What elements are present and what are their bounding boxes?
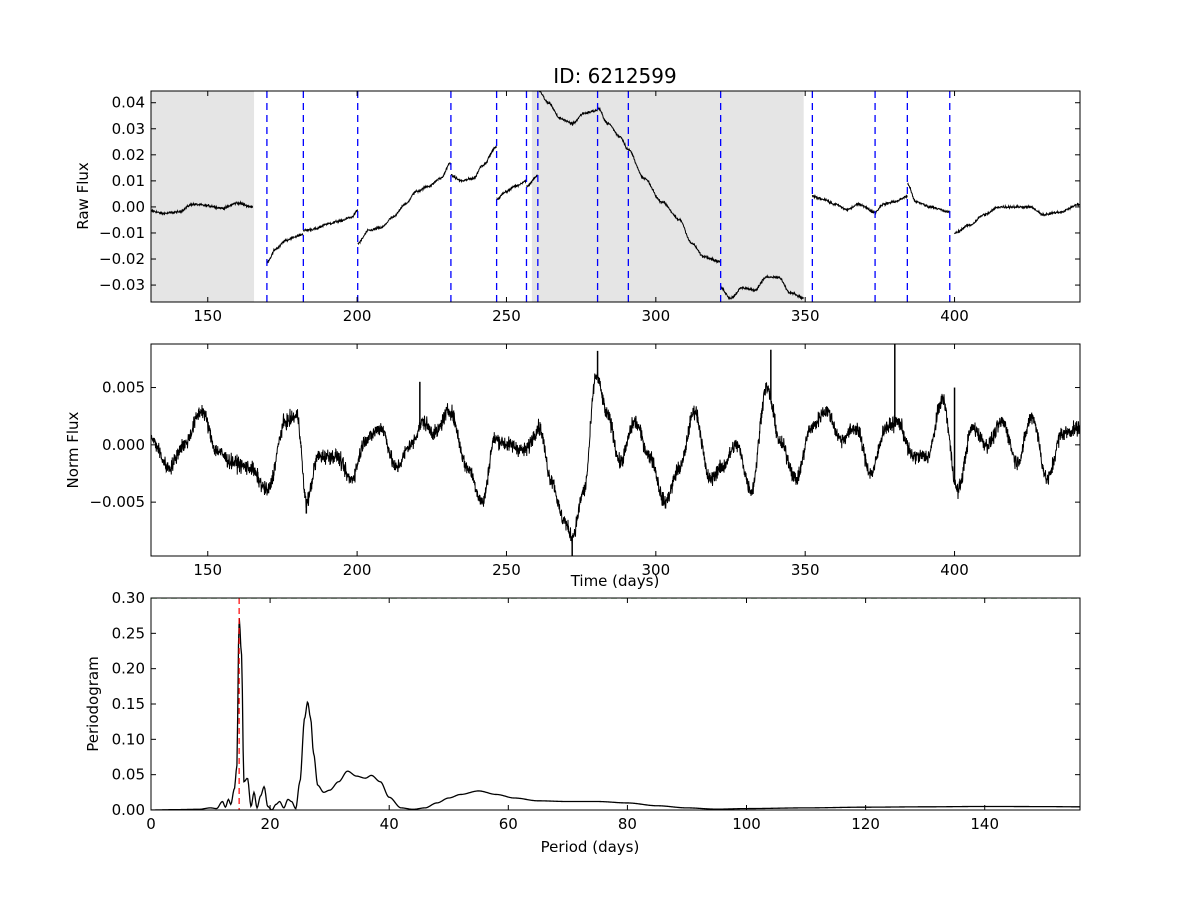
x-tick-label: 60 [499,815,518,833]
x-tick-label: 140 [970,815,999,833]
x-tick-label: 400 [940,307,969,325]
raw-flux-series-segment [496,179,527,201]
y-tick-label: 0.15 [112,695,145,713]
y-tick-label: 0.25 [112,624,145,642]
y-tick-label: 0.05 [112,766,145,784]
x-tick-label: 200 [343,307,372,325]
raw-flux-series-segment [874,194,908,216]
raw-flux-series-segment [151,200,254,216]
raw-flux-series-segment [302,208,359,233]
time-xlabel: Time (days) [570,572,660,590]
periodogram-ylabel: Periodogram [84,656,102,751]
y-tick-label: −0.005 [89,493,145,511]
y-tick-label: 0.20 [112,660,145,678]
raw-flux-series-segment [954,202,1080,235]
x-tick-label: 400 [940,561,969,579]
raw-flux-panel: Raw Flux 150 200 250 300 350 400 −0.03 −0.02 −0.… [74,90,1081,325]
y-tick-label: −0.01 [99,224,145,242]
x-tick-label: 150 [193,307,222,325]
y-tick-label: 0.00 [112,198,145,216]
y-tick-label: 0.005 [102,379,145,397]
x-tick-label: 200 [343,561,372,579]
x-tick-label: 0 [146,815,156,833]
x-tick-label: 120 [851,815,880,833]
y-tick-label: 0.10 [112,730,145,748]
x-tick-label: 250 [492,307,521,325]
raw-flux-series-segment [907,182,951,214]
norm-flux-series [151,371,1080,545]
plot-area [151,598,1080,810]
y-tick-label: 0.00 [112,801,145,819]
plot-area [151,91,1080,302]
y-tick-label: 0.01 [112,172,145,190]
x-tick-label: 100 [732,815,761,833]
x-tick-label: 350 [791,307,820,325]
x-tick-label: 350 [791,561,820,579]
y-tick-label: 0.30 [112,589,145,607]
plot-area [151,344,1080,556]
y-tick-label: 0.04 [112,94,145,112]
figure-title: ID: 6212599 [553,64,676,88]
x-tick-label: 40 [380,815,399,833]
raw-flux-series-segment [627,148,722,265]
x-tick-label: 80 [618,815,637,833]
raw-flux-series-segment [526,174,538,188]
y-tick-label: 0.000 [102,436,145,454]
axes-frame [150,343,1081,557]
shaded-region [151,91,255,302]
y-tick-label: 0.03 [112,120,145,138]
x-tick-label: 150 [193,561,222,579]
norm-flux-ylabel: Norm Flux [64,411,82,488]
x-tick-label: 300 [642,307,671,325]
raw-flux-series-segment [266,233,304,265]
shaded-region [531,91,804,302]
periodogram-panel: Periodogram Period (days) 0 20 40 60 80 100 12… [84,589,1081,856]
period-xlabel: Period (days) [541,838,640,856]
y-tick-label: −0.03 [99,276,145,294]
axes-frame [150,90,1081,303]
raw-flux-series-segment [357,162,452,246]
raw-flux-series-segment [537,91,598,127]
x-tick-label: 300 [642,561,671,579]
periodogram-series [151,618,1080,810]
raw-flux-ylabel: Raw Flux [74,162,92,230]
y-tick-label: −0.02 [99,250,145,268]
x-tick-label: 20 [261,815,280,833]
x-tick-label: 250 [492,561,521,579]
raw-flux-series-segment [720,274,804,301]
norm-flux-panel: Norm Flux Time (days) 150 200 250 300 350 400… [64,343,1081,590]
y-tick-label: 0.02 [112,146,145,164]
raw-flux-series-segment [811,193,876,214]
raw-flux-series-segment [450,145,497,184]
raw-flux-series-segment [597,106,629,151]
